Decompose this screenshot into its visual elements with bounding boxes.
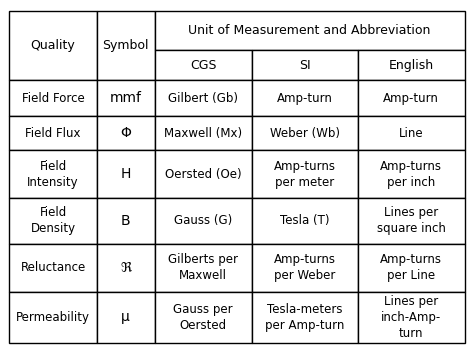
Text: Gauss per
Oersted: Gauss per Oersted <box>173 303 233 332</box>
Text: Line: Line <box>399 127 424 140</box>
Text: Field Flux: Field Flux <box>25 127 81 140</box>
Bar <box>9 11 97 80</box>
Text: Symbol: Symbol <box>102 39 149 52</box>
Text: ℜ: ℜ <box>120 261 131 275</box>
Bar <box>155 150 252 198</box>
Text: Gilberts per
Maxwell: Gilberts per Maxwell <box>168 253 238 282</box>
Text: CGS: CGS <box>190 59 216 72</box>
Bar <box>252 244 358 292</box>
Text: English: English <box>389 59 434 72</box>
Text: Tesla (T): Tesla (T) <box>280 214 329 227</box>
Bar <box>155 292 252 343</box>
Text: Tesla-meters
per Amp-turn: Tesla-meters per Amp-turn <box>265 303 345 332</box>
Text: Amp-turn: Amp-turn <box>277 92 333 105</box>
Bar <box>155 244 252 292</box>
Bar <box>155 11 465 51</box>
Bar <box>9 292 97 343</box>
Text: Gauss (G): Gauss (G) <box>174 214 232 227</box>
Bar <box>97 11 155 80</box>
Text: Weber (Wb): Weber (Wb) <box>270 127 340 140</box>
Bar <box>97 244 155 292</box>
Text: SI: SI <box>299 59 310 72</box>
Bar <box>358 80 465 116</box>
Text: Quality: Quality <box>31 39 75 52</box>
Text: H: H <box>120 167 131 181</box>
Bar <box>97 80 155 116</box>
Bar <box>9 244 97 292</box>
Text: mmf: mmf <box>109 91 142 105</box>
Bar <box>97 116 155 150</box>
Bar <box>155 51 252 80</box>
Text: Amp-turns
per inch: Amp-turns per inch <box>380 160 442 189</box>
Bar <box>252 80 358 116</box>
Bar <box>9 150 97 198</box>
Bar <box>9 80 97 116</box>
Text: Oersted (Oe): Oersted (Oe) <box>165 167 241 181</box>
Bar <box>358 292 465 343</box>
Text: Maxwell (Mx): Maxwell (Mx) <box>164 127 242 140</box>
Bar <box>252 150 358 198</box>
Bar <box>9 116 97 150</box>
Bar <box>358 150 465 198</box>
Text: Φ: Φ <box>120 126 131 140</box>
Bar <box>358 244 465 292</box>
Text: Field
Intensity: Field Intensity <box>27 160 79 189</box>
Bar <box>97 198 155 244</box>
Bar <box>358 198 465 244</box>
Bar <box>9 198 97 244</box>
Text: Amp-turns
per Weber: Amp-turns per Weber <box>274 253 336 282</box>
Bar <box>252 116 358 150</box>
Bar <box>155 198 252 244</box>
Text: Unit of Measurement and Abbreviation: Unit of Measurement and Abbreviation <box>189 24 431 37</box>
Text: Lines per
inch-Amp-
turn: Lines per inch-Amp- turn <box>381 295 441 340</box>
Text: Amp-turn: Amp-turn <box>383 92 439 105</box>
Bar <box>252 51 358 80</box>
Text: Lines per
square inch: Lines per square inch <box>377 206 446 235</box>
Bar <box>97 292 155 343</box>
Text: Field
Density: Field Density <box>30 206 76 235</box>
Text: Amp-turns
per meter: Amp-turns per meter <box>274 160 336 189</box>
Text: Permeability: Permeability <box>16 311 90 324</box>
Bar <box>252 198 358 244</box>
Bar <box>155 116 252 150</box>
Text: Gilbert (Gb): Gilbert (Gb) <box>168 92 238 105</box>
Bar <box>252 292 358 343</box>
Text: Field Force: Field Force <box>22 92 84 105</box>
Bar <box>155 80 252 116</box>
Text: μ: μ <box>121 310 130 325</box>
Bar <box>97 150 155 198</box>
Bar <box>358 51 465 80</box>
Text: B: B <box>121 214 130 228</box>
Text: Reluctance: Reluctance <box>20 261 86 274</box>
Bar <box>358 116 465 150</box>
Text: Amp-turns
per Line: Amp-turns per Line <box>380 253 442 282</box>
